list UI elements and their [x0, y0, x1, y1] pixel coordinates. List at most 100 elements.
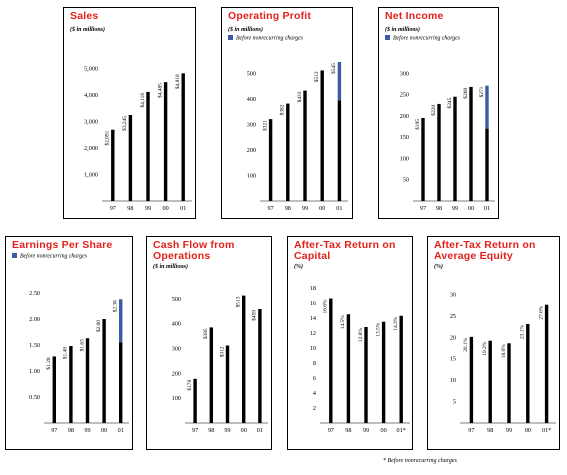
x-tick-label: 99: [84, 427, 90, 434]
bar: [381, 321, 386, 423]
data-label: $2.00: [95, 320, 102, 332]
y-tick-label: 3,000: [84, 119, 98, 126]
x-tick-label: 98: [208, 427, 214, 434]
y-tick-label: 12: [310, 330, 316, 337]
x-tick-label: 01: [484, 205, 490, 212]
sales-bar-chart: 1,000 2,000 3,000 4,000 5,000 $2,691 97 $3,245 9…: [84, 66, 192, 212]
x-tick-label: 97: [192, 427, 198, 434]
y-tick-label: 8: [313, 360, 316, 367]
y-tick-label: 300: [172, 346, 181, 353]
y-tick-label: 2: [313, 405, 316, 412]
x-tick-label: 97: [51, 427, 57, 434]
y-tick-label: 30: [450, 291, 456, 298]
bar: [303, 90, 307, 201]
data-label: $321: [261, 120, 268, 131]
chart-subtitle: ($ in millions): [228, 27, 264, 33]
return-on-equity-bar-chart: 5 10 15 20 25 30 20.1% 97 19.2% 98 18.6% 99 23.1% 00 2…: [450, 291, 556, 434]
y-tick-label: 400: [247, 96, 256, 103]
x-tick-label: 99: [302, 205, 308, 212]
x-tick-label: 98: [345, 427, 351, 434]
bar-nonrecurring-segment: [337, 62, 342, 101]
data-label: $433: [296, 91, 303, 102]
data-label: $3,245: [121, 116, 128, 131]
y-tick-label: 20: [450, 334, 456, 341]
y-tick-label: 200: [172, 370, 181, 377]
bar: [453, 96, 457, 201]
x-tick-label: 99: [452, 205, 458, 212]
chart-subtitle: ($ in millions): [153, 264, 189, 270]
data-label: $228: [430, 105, 437, 116]
y-tick-label: 14: [310, 315, 316, 322]
y-tick-label: 500: [247, 71, 256, 78]
x-tick-label: 01*: [397, 427, 406, 434]
y-tick-label: 250: [400, 92, 409, 99]
y-tick-label: 10: [310, 345, 316, 352]
data-label: $385: [202, 328, 209, 339]
chart-legend: Before nonrecurring charges: [385, 35, 460, 43]
chart-subtitle: ($ in millions): [70, 27, 106, 33]
y-tick-label: 400: [172, 321, 181, 328]
y-tick-label: 2,000: [84, 145, 98, 152]
bar-nonrecurring-segment: [485, 85, 489, 129]
return-on-capital-bar-chart: 2 4 6 8 10 12 14 16 18 16.6% 97 14.5% 98 12.8% 99 13.5%…: [310, 285, 410, 434]
legend-swatch: [12, 253, 17, 258]
bar: [286, 103, 290, 201]
data-label: $245: [446, 97, 453, 108]
bar: [268, 119, 273, 201]
bar: [119, 342, 123, 423]
x-tick-label: 00: [241, 427, 247, 434]
x-tick-label: 99: [506, 427, 512, 434]
y-tick-label: 500: [172, 296, 181, 303]
x-tick-label: 99: [363, 427, 369, 434]
data-label: 12.8%: [358, 328, 364, 342]
data-label: 27.6%: [538, 305, 544, 319]
x-tick-label: 97: [468, 427, 474, 434]
chart-title: Operating Profit: [228, 10, 312, 22]
chart-title: Sales: [70, 10, 99, 22]
bar: [346, 314, 351, 423]
data-label: $512: [313, 71, 320, 82]
y-tick-label: 0.50: [29, 394, 40, 401]
bar: [488, 340, 492, 423]
data-label: $4,485: [156, 83, 163, 98]
cash-flow-chart-panel: Cash Flow from Operations ($ in millions…: [146, 236, 272, 450]
y-tick-label: 1,000: [84, 172, 98, 179]
net-income-chart-panel: Net Income ($ in millions) Before nonrec…: [378, 7, 499, 219]
net-income-bar-chart: 50 100 150 200 250 300 $195 97 $228 98 $245 99 $268 0…: [400, 70, 495, 212]
bar: [364, 327, 368, 423]
x-tick-label: 00: [163, 205, 169, 212]
x-tick-label: 01: [257, 427, 263, 434]
x-tick-label: 98: [285, 205, 291, 212]
bar: [209, 327, 213, 423]
data-label: $1.63: [78, 339, 85, 351]
bar: [225, 345, 230, 423]
data-label: $459: [251, 310, 258, 321]
data-label: $4,116: [139, 93, 146, 108]
chart-legend: Before nonrecurring charges: [228, 35, 303, 43]
bar: [337, 100, 342, 201]
y-tick-label: 100: [172, 395, 181, 402]
operating-profit-bar-chart: 100 200 300 400 500 $321 97 $382 98 $433 99 $512 00 $…: [247, 62, 348, 212]
y-tick-label: 5,000: [84, 66, 98, 73]
chart-title: Earnings Per Share: [12, 239, 113, 251]
data-label: $513: [235, 296, 242, 307]
cash-flow-bar-chart: 100 200 300 400 500 $178 97 $385 98 $312 99 $513 00 $…: [172, 295, 268, 434]
bar: [163, 82, 168, 201]
chart-title: After-Tax Return on Average Equity: [434, 239, 536, 262]
data-label: 16.6%: [323, 299, 329, 313]
data-label: 14.3%: [393, 316, 399, 330]
chart-title: Net Income: [385, 10, 444, 22]
y-tick-label: 100: [400, 155, 409, 162]
x-tick-label: 01*: [542, 427, 551, 434]
chart-subtitle: (%): [434, 264, 443, 270]
bar: [52, 356, 56, 423]
x-tick-label: 97: [420, 205, 426, 212]
y-tick-label: 300: [400, 70, 409, 77]
footnote: * Before nonrecurring charges: [383, 458, 457, 464]
bar: [128, 115, 133, 201]
legend-label: Before nonrecurring charges: [20, 253, 87, 260]
chart-legend: Before nonrecurring charges: [12, 253, 87, 261]
data-label: $178: [186, 379, 193, 390]
y-tick-label: 1.50: [29, 342, 40, 349]
x-tick-label: 00: [468, 205, 474, 212]
